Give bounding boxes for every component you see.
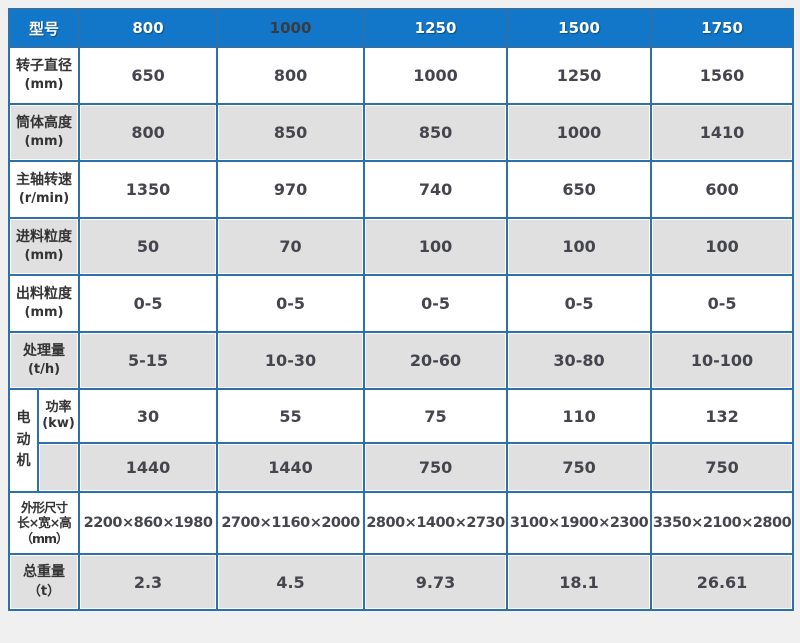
spec-cell: 1000 [506,103,653,162]
spec-cell: 650 [506,160,653,219]
row-label-text: 主轴转速 [16,171,72,188]
row-label-unit: (mm) [24,248,64,264]
motor-power-label-text: 功率 [45,399,72,415]
row-label: 出料粒度 (mm) [7,274,81,333]
spec-cell: 2200×860×1980 [78,491,219,555]
spec-cell: 9.73 [363,553,509,611]
spec-cell: 750 [506,442,653,493]
row-rotor-diameter: 转子直径 (mm) 650 800 1000 1250 1560 [7,46,795,105]
row-label-text: 进料粒度 [16,228,72,245]
row-label-unit: (mm) [24,77,64,93]
header-model-1250: 1250 [363,8,509,48]
spec-cell: 750 [650,442,795,493]
spec-cell: 4.5 [216,553,366,611]
header-row: 型号 800 1000 1250 1500 1750 [7,8,795,48]
spec-cell: 1440 [78,442,219,493]
dimensions-label-line1: 外形尺寸 [21,499,68,515]
spec-cell: 800 [216,46,366,105]
spec-cell: 50 [78,217,219,276]
motor-speed-label [36,442,81,493]
row-label: 处理量 (t/h) [7,331,81,390]
spec-cell: 750 [363,442,509,493]
spec-cell: 30 [78,388,219,444]
spec-cell: 2700×1160×2000 [216,491,366,555]
spec-cell: 0-5 [506,274,653,333]
row-label-text: 转子直径 [16,57,72,74]
spec-cell: 1410 [650,103,795,162]
row-label-unit: (mm) [24,134,64,150]
spec-cell: 600 [650,160,795,219]
spec-cell: 100 [650,217,795,276]
dimensions-label-line3: （mm） [20,530,68,546]
motor-power-label-unit: (kw) [42,416,75,431]
spec-cell: 3350×2100×2800 [650,491,795,555]
spec-cell: 2.3 [78,553,219,611]
spec-cell: 55 [216,388,366,444]
spec-cell: 5-15 [78,331,219,390]
spec-cell: 800 [78,103,219,162]
spec-cell: 0-5 [650,274,795,333]
row-label: 主轴转速 (r/min) [7,160,81,219]
row-spindle-speed: 主轴转速 (r/min) 1350 970 740 650 600 [7,160,795,219]
header-model-1750: 1750 [650,8,795,48]
spec-cell: 0-5 [363,274,509,333]
spec-cell: 1440 [216,442,366,493]
row-motor-speed: 1440 1440 750 750 750 [9,442,795,493]
spec-cell: 1350 [78,160,219,219]
spec-cell: 1560 [650,46,795,105]
row-capacity: 处理量 (t/h) 5-15 10-30 20-60 30-80 10-100 [7,331,795,390]
row-label: 筒体高度 (mm) [7,103,81,162]
row-body-height: 筒体高度 (mm) 800 850 850 1000 1410 [7,103,795,162]
dimensions-label-line2: 长×宽×高 [17,515,71,531]
row-label-unit: (r/min) [18,191,70,207]
spec-cell: 0-5 [78,274,219,333]
spec-cell: 10-100 [650,331,795,390]
row-label-text: 处理量 [23,342,65,359]
motor-power-label: 功率 (kw) [36,388,81,444]
row-label: 进料粒度 (mm) [7,217,81,276]
spec-cell: 1000 [363,46,509,105]
row-label-text: 总重量 [23,564,65,581]
spec-cell: 20-60 [363,331,509,390]
spec-cell: 132 [650,388,795,444]
row-label-unit: (t/h) [27,362,61,378]
spec-cell: 100 [363,217,509,276]
header-model-1000: 1000 [216,8,366,48]
row-label-text: 出料粒度 [16,285,72,302]
spec-cell: 75 [363,388,509,444]
spec-cell: 30-80 [506,331,653,390]
row-discharge-size: 出料粒度 (mm) 0-5 0-5 0-5 0-5 0-5 [7,274,795,333]
row-total-weight: 总重量 （t） 2.3 4.5 9.73 18.1 26.61 [7,553,795,611]
spec-cell: 26.61 [650,553,795,611]
spec-cell: 0-5 [216,274,366,333]
spec-cell: 70 [216,217,366,276]
spec-cell: 110 [506,388,653,444]
header-model-1500: 1500 [506,8,653,48]
row-label: 转子直径 (mm) [7,46,81,105]
spec-table-page: 型号 800 1000 1250 1500 1750 转子直径 (mm) 650… [7,8,795,611]
spec-cell: 740 [363,160,509,219]
spec-cell: 3100×1900×2300 [506,491,653,555]
spec-cell: 18.1 [506,553,653,611]
row-motor-power: 电动机 功率 (kw) 30 55 75 110 132 [8,388,795,493]
row-label: 外形尺寸 长×宽×高 （mm） [7,491,81,555]
row-label: 总重量 （t） [7,553,81,611]
spec-cell: 970 [216,160,366,219]
spec-cell: 2800×1400×2730 [363,491,509,555]
row-label-unit: （t） [27,583,61,599]
header-model-label: 型号 [7,8,81,48]
row-dimensions: 外形尺寸 长×宽×高 （mm） 2200×860×1980 2700×1160×… [7,491,795,555]
spec-cell: 1250 [506,46,653,105]
spec-cell: 100 [506,217,653,276]
header-model-800: 800 [78,8,219,48]
spec-cell: 10-30 [216,331,366,390]
crusher-spec-table: 型号 800 1000 1250 1500 1750 转子直径 (mm) 650… [7,8,795,611]
row-label-text: 筒体高度 [16,114,72,131]
motor-group-label: 电动机 [8,388,39,493]
row-feed-size: 进料粒度 (mm) 50 70 100 100 100 [7,217,795,276]
row-label-unit: (mm) [24,305,64,321]
spec-cell: 850 [216,103,366,162]
spec-cell: 850 [363,103,509,162]
spec-cell: 650 [78,46,219,105]
